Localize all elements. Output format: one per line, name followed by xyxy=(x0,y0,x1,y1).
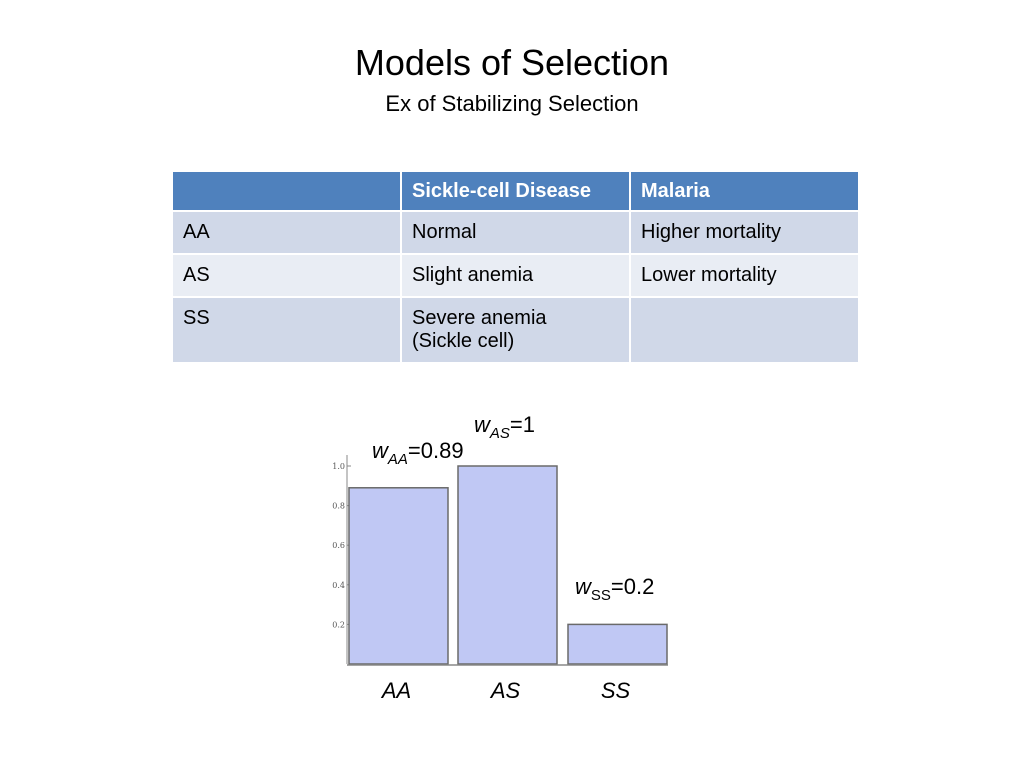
fitness-label-ss: wSS=0.2 xyxy=(575,574,654,604)
table-cell-malaria xyxy=(629,296,860,364)
table-row: AS Slight anemia Lower mortality xyxy=(171,253,860,298)
table-header-malaria: Malaria xyxy=(629,170,860,212)
bar-aa xyxy=(348,487,449,665)
y-tick-label: 0.6 xyxy=(332,541,345,550)
table-cell-genotype: SS xyxy=(171,296,402,364)
bar-ss xyxy=(567,623,668,665)
genotype-table: Sickle-cell Disease Malaria AA Normal Hi… xyxy=(171,170,860,364)
table-cell-genotype: AA xyxy=(171,210,402,255)
y-tick-label: 0.4 xyxy=(332,581,345,590)
table-cell-sickle-cell: Normal xyxy=(400,210,631,255)
y-tick-label: 1.0 xyxy=(332,462,345,471)
y-tick-label: 0.8 xyxy=(332,502,345,511)
category-label-as: AS xyxy=(489,678,521,703)
table-header-genotype xyxy=(171,170,402,212)
table-cell-sickle-cell: Slight anemia xyxy=(400,253,631,298)
table-cell-malaria: Lower mortality xyxy=(629,253,860,298)
table-row: AA Normal Higher mortality xyxy=(171,210,860,255)
bar-as xyxy=(457,465,558,665)
table-header-row: Sickle-cell Disease Malaria xyxy=(171,170,860,212)
table-cell-genotype: AS xyxy=(171,253,402,298)
slide-title: Models of Selection xyxy=(354,42,670,83)
y-tick-label: 0.2 xyxy=(332,620,345,629)
fitness-label-as: wAS=1 xyxy=(474,412,535,442)
table-cell-sickle-cell: Severe anemia (Sickle cell) xyxy=(400,296,631,364)
table-header-sickle-cell: Sickle-cell Disease xyxy=(400,170,631,212)
fitness-label-aa: wAA=0.89 xyxy=(372,438,464,468)
category-label-ss: SS xyxy=(601,678,631,703)
table-row: SS Severe anemia (Sickle cell) xyxy=(171,296,860,364)
category-label-aa: AA xyxy=(380,678,411,703)
slide-subtitle: Ex of Stabilizing Selection xyxy=(385,91,639,116)
table-cell-malaria: Higher mortality xyxy=(629,210,860,255)
